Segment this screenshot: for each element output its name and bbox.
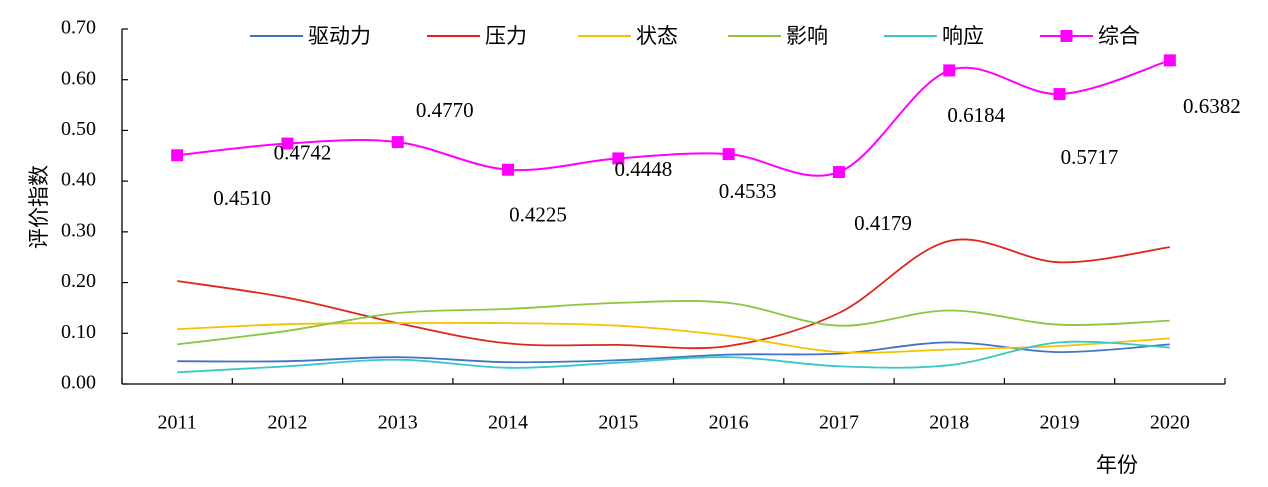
data-label: 0.6184 — [947, 103, 1005, 127]
data-point-marker — [502, 163, 515, 176]
legend-item: 驱动力 — [250, 24, 371, 48]
y-tick-label: 0.40 — [61, 169, 96, 191]
series-line-2 — [177, 321, 1170, 354]
data-point-marker — [1053, 88, 1066, 101]
legend-label: 状态 — [636, 24, 678, 48]
data-label: 0.4742 — [274, 140, 332, 164]
y-axis-title: 评价指数 — [27, 165, 51, 249]
y-tick-label: 0.20 — [61, 270, 96, 292]
y-tick-label: 0.30 — [61, 219, 96, 241]
data-point-marker — [281, 137, 294, 150]
legend: 驱动力 压力 状态 影响 响应 综合 — [250, 24, 1140, 48]
y-tick-label: 0.10 — [61, 321, 96, 343]
data-point-marker — [832, 166, 845, 179]
legend-item: 综合 — [1040, 24, 1140, 48]
data-point-marker — [612, 152, 625, 165]
legend-item: 压力 — [427, 24, 527, 48]
data-label: 0.4770 — [416, 98, 474, 122]
x-tick-label: 2020 — [1150, 412, 1190, 434]
series-line-3 — [177, 300, 1170, 346]
x-tick-label: 2011 — [158, 412, 197, 434]
x-tick-label: 2019 — [1040, 412, 1080, 434]
series-line-1 — [177, 238, 1170, 350]
chart-axes: 0.00 0.10 0.20 0.30 0.40 0.50 0.60 0.70 2011 2012… — [61, 17, 1226, 434]
series-line-5 — [177, 59, 1171, 177]
legend-marker — [1060, 30, 1073, 42]
series-line-0 — [177, 341, 1170, 364]
legend-label: 综合 — [1098, 24, 1140, 48]
data-label: 0.4448 — [614, 157, 672, 181]
legend-label: 驱动力 — [308, 24, 371, 48]
data-label: 0.5717 — [1061, 145, 1119, 169]
legend-item: 影响 — [728, 24, 828, 48]
y-tick-label: 0.50 — [61, 118, 96, 140]
y-tick-label: 0.00 — [61, 372, 96, 394]
data-point-marker — [391, 136, 404, 149]
legend-label: 响应 — [942, 24, 984, 48]
series-line-4 — [177, 340, 1170, 374]
data-label: 0.4533 — [719, 179, 777, 203]
x-tick-label: 2014 — [488, 412, 528, 434]
x-tick-label: 2015 — [598, 412, 638, 434]
data-point-marker — [171, 149, 184, 162]
y-tick-label: 0.60 — [61, 67, 96, 89]
data-label: 0.4225 — [509, 203, 567, 227]
y-tick-label: 0.70 — [61, 17, 96, 39]
chart-series — [171, 54, 1176, 374]
x-tick-label: 2017 — [819, 412, 859, 434]
data-label: 0.4510 — [213, 186, 271, 210]
data-label: 0.6382 — [1183, 94, 1241, 118]
legend-label: 压力 — [485, 24, 527, 48]
x-axis-title: 年份 — [1096, 453, 1138, 477]
legend-label: 影响 — [786, 24, 828, 48]
data-point-marker — [722, 148, 735, 161]
data-point-marker — [943, 64, 956, 77]
x-tick-label: 2016 — [709, 412, 749, 434]
legend-item: 状态 — [578, 24, 678, 48]
data-label: 0.4179 — [854, 211, 912, 235]
data-point-marker — [1163, 54, 1176, 67]
legend-item: 响应 — [884, 24, 984, 48]
x-tick-label: 2013 — [378, 412, 418, 434]
x-tick-label: 2018 — [929, 412, 969, 434]
x-tick-label: 2012 — [267, 412, 307, 434]
